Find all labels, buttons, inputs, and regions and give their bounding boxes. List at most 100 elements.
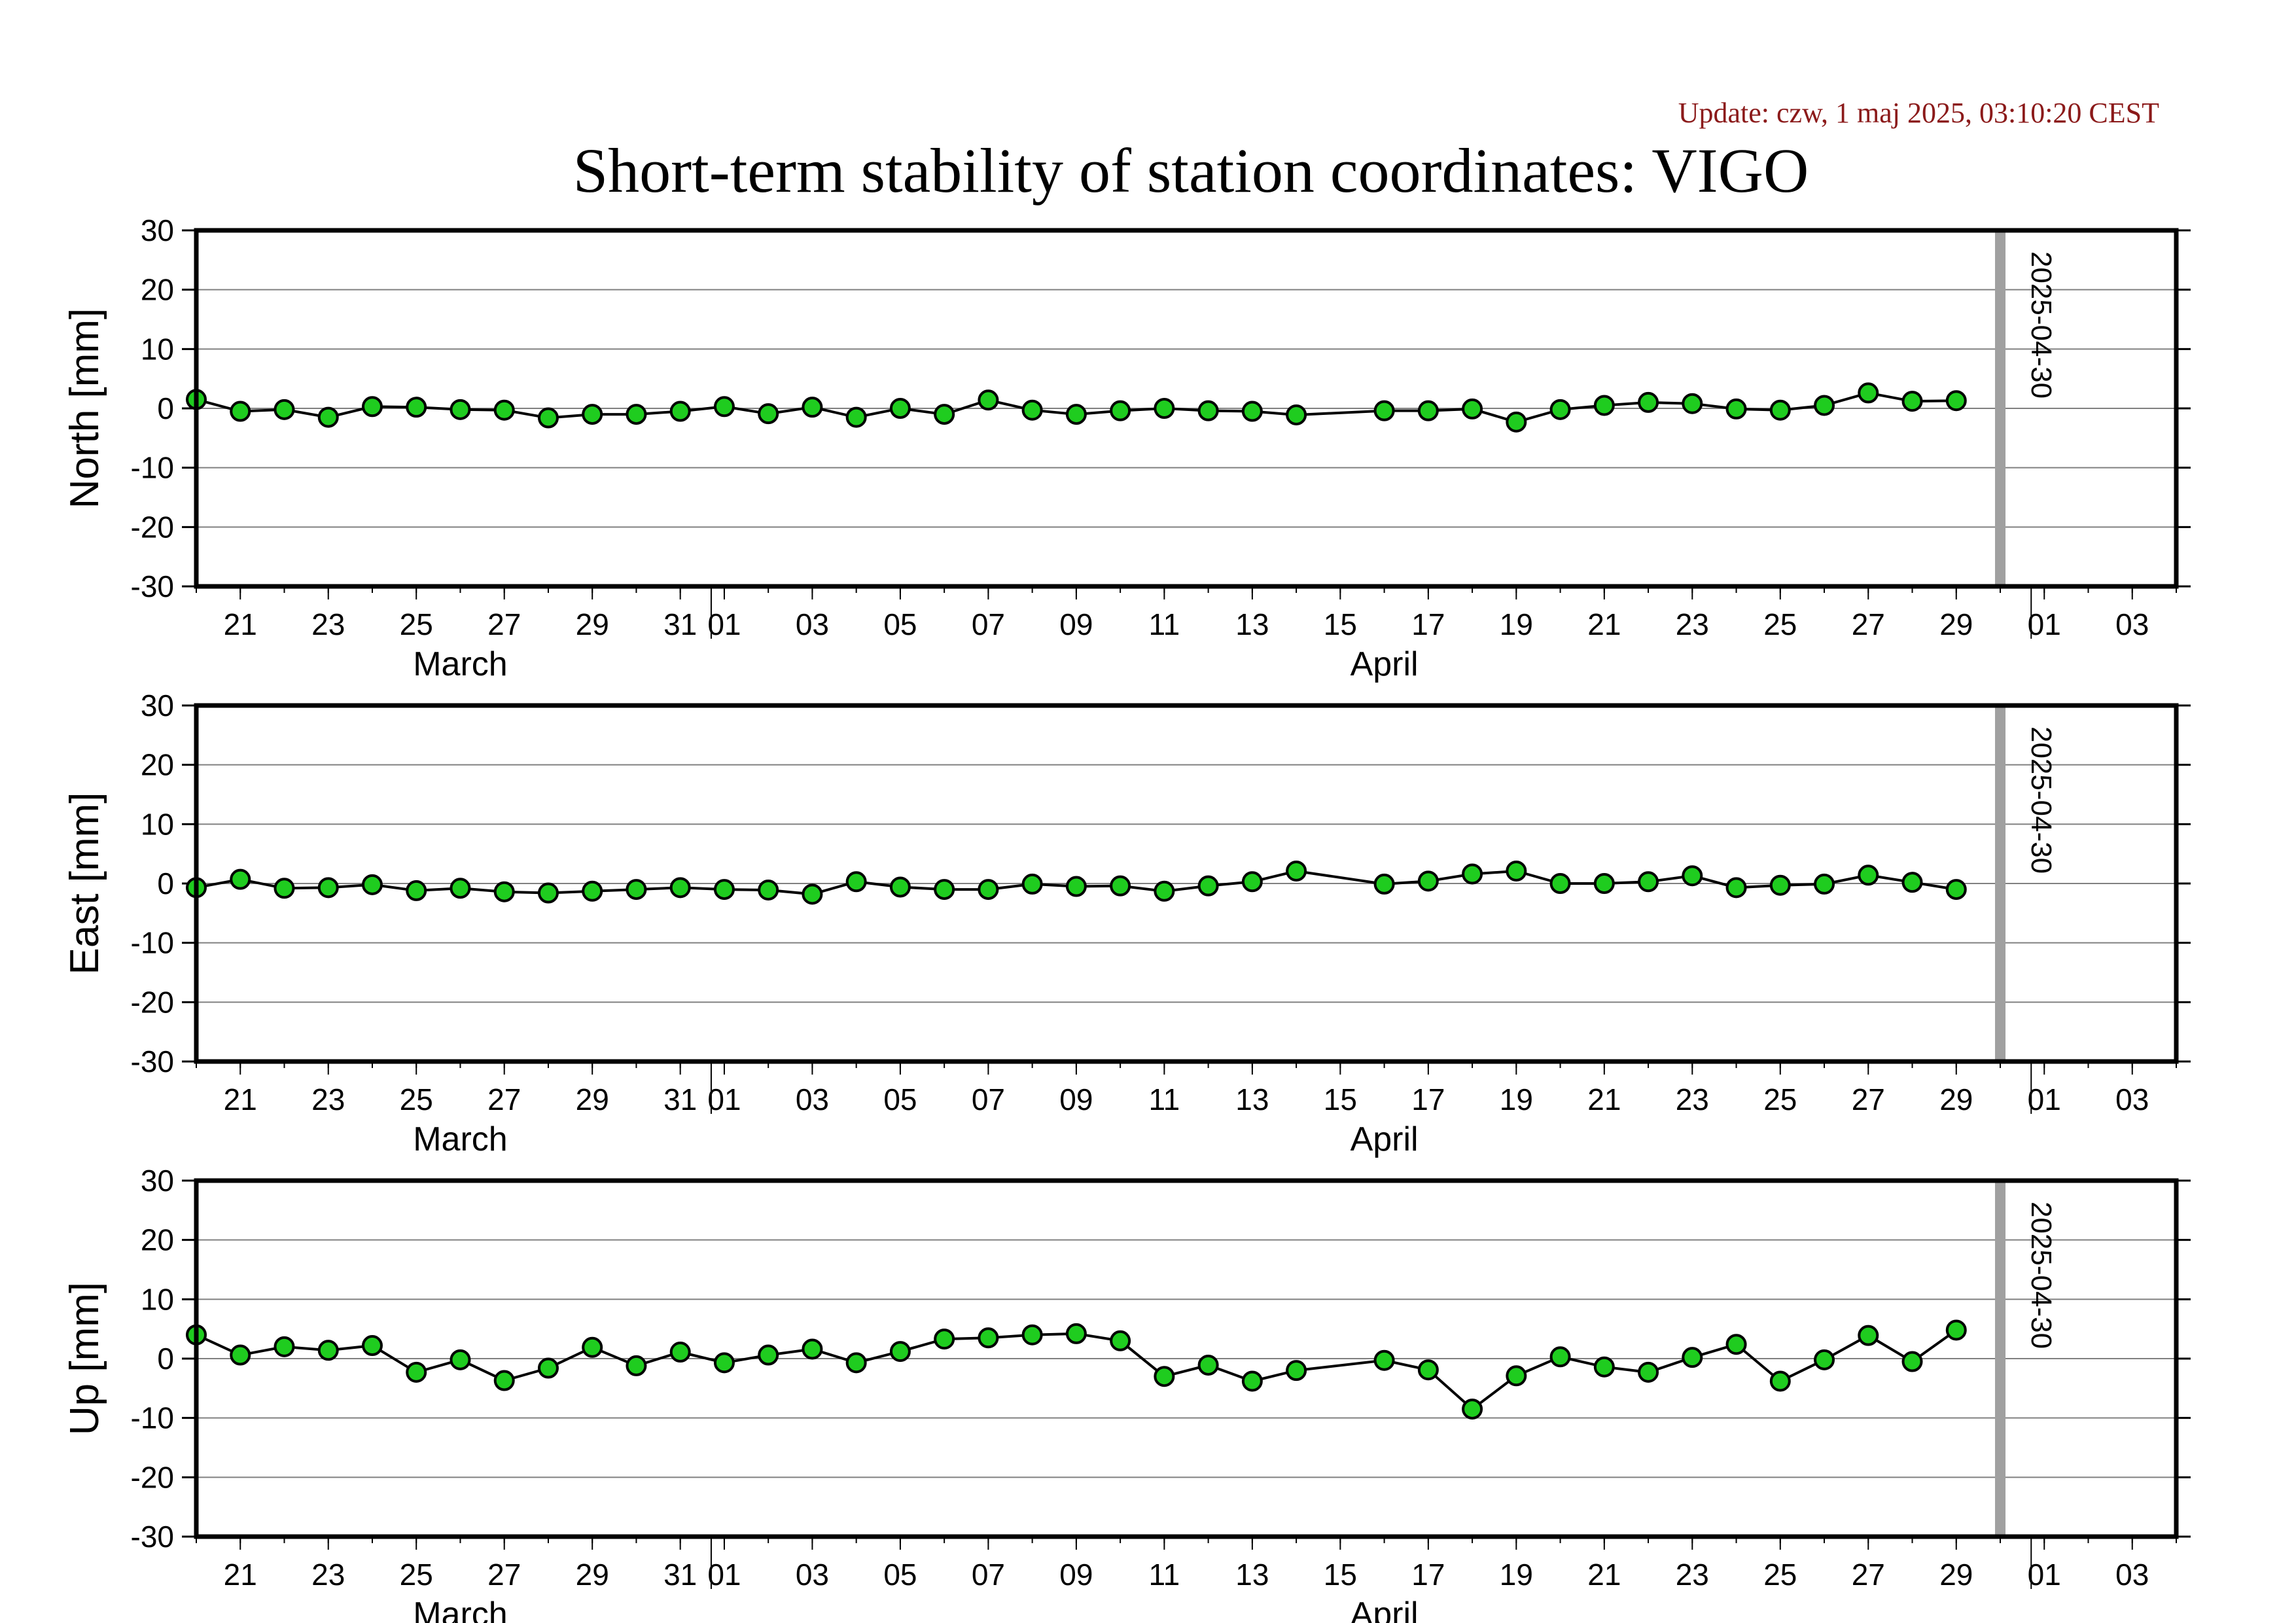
x-tick-label: 13: [1235, 607, 1269, 641]
y-tick-label: -10: [131, 926, 174, 960]
data-point: [274, 399, 295, 420]
y-tick-label: -20: [131, 510, 174, 544]
data-point: [758, 1344, 779, 1366]
data-point: [1417, 870, 1439, 892]
data-point: [1110, 875, 1131, 897]
x-tick-label: 19: [1500, 607, 1533, 641]
data-point: [537, 407, 559, 429]
data-point: [626, 404, 647, 425]
data-point: [1506, 1365, 1527, 1387]
data-point: [450, 399, 471, 420]
x-tick-label: 01: [707, 1082, 741, 1116]
data-point: [1241, 871, 1263, 893]
y-axis-label: North [mm]: [62, 308, 107, 509]
x-tick-label: 27: [487, 1082, 521, 1116]
data-point: [1549, 873, 1571, 894]
data-point: [1065, 876, 1087, 897]
chart-title: Short-term stability of station coordina…: [573, 135, 1809, 205]
plot-frame: [194, 703, 2179, 1064]
data-point: [713, 879, 735, 901]
month-label: April: [1351, 645, 1419, 683]
x-tick-label: 01: [2028, 607, 2061, 641]
data-point: [230, 401, 251, 422]
data-point: [1549, 1346, 1571, 1368]
data-point: [1725, 1334, 1747, 1355]
data-point: [845, 871, 867, 893]
data-point: [582, 1336, 603, 1358]
x-tick-label: 23: [311, 1558, 345, 1592]
x-tick-label: 27: [1852, 607, 1885, 641]
x-tick-label: 05: [883, 607, 917, 641]
month-label: March: [413, 645, 507, 683]
x-tick-label: 31: [663, 607, 697, 641]
data-point: [713, 396, 735, 418]
data-point: [934, 404, 955, 425]
x-tick-label: 25: [1763, 607, 1797, 641]
x-tick-label: 11: [1148, 607, 1180, 641]
data-point: [1901, 872, 1923, 893]
x-tick-label: 23: [311, 607, 345, 641]
x-tick-label: 03: [2115, 1558, 2149, 1592]
data-point: [1286, 860, 1307, 882]
x-tick-label: 29: [1939, 1558, 1973, 1592]
x-tick-label: 03: [796, 1558, 829, 1592]
data-point: [1593, 1356, 1615, 1378]
data-point: [1769, 1370, 1791, 1392]
data-point: [1682, 393, 1703, 414]
x-tick-label: 03: [796, 607, 829, 641]
x-tick-label: 01: [2028, 1558, 2061, 1592]
data-point: [1858, 382, 1879, 404]
month-label: April: [1351, 1596, 1419, 1623]
data-point: [582, 880, 603, 902]
x-tick-label: 11: [1148, 1082, 1180, 1116]
data-point: [1549, 399, 1571, 420]
data-point: [1814, 1349, 1835, 1370]
data-point: [537, 1357, 559, 1379]
data-point: [889, 1341, 911, 1363]
y-axis-label: East [mm]: [62, 792, 107, 974]
data-point: [1373, 873, 1395, 895]
data-point: [1638, 391, 1659, 413]
data-point: [493, 1370, 515, 1391]
y-tick-label: -30: [131, 569, 174, 603]
y-tick-label: -20: [131, 985, 174, 1019]
data-point: [450, 1349, 471, 1370]
x-tick-label: 21: [1587, 1082, 1621, 1116]
data-point: [230, 1344, 251, 1366]
data-point: [802, 397, 823, 418]
data-point: [1682, 865, 1703, 887]
y-tick-label: -10: [131, 451, 174, 485]
x-tick-label: 23: [1676, 1082, 1709, 1116]
data-point: [493, 399, 515, 421]
x-tick-label: 09: [1059, 607, 1093, 641]
data-point: [274, 878, 295, 899]
data-point: [1197, 400, 1219, 421]
data-point: [1241, 1370, 1263, 1392]
series-line: [196, 1329, 1957, 1411]
x-tick-label: 21: [1587, 607, 1621, 641]
y-tick-label: 0: [157, 391, 174, 425]
data-point: [669, 877, 691, 899]
data-point: [1417, 1359, 1439, 1381]
data-point: [1021, 873, 1043, 895]
data-point: [889, 398, 911, 419]
x-tick-label: 19: [1500, 1558, 1533, 1592]
series-line: [196, 869, 1957, 896]
x-tick-label: 29: [576, 607, 609, 641]
x-tick-label: 13: [1235, 1558, 1269, 1592]
data-point: [1021, 399, 1043, 421]
data-point: [1462, 398, 1483, 419]
x-tick-label: 03: [2115, 607, 2149, 641]
data-point: [669, 401, 691, 422]
data-point: [582, 404, 603, 425]
data-point: [1638, 1361, 1659, 1383]
data-point: [317, 1340, 339, 1361]
data-point: [493, 881, 515, 902]
x-tick-label: 01: [707, 607, 741, 641]
data-point: [537, 882, 559, 904]
data-point: [1725, 398, 1747, 419]
data-point: [1241, 401, 1263, 422]
x-tick-label: 05: [883, 1082, 917, 1116]
data-point: [934, 1329, 955, 1350]
data-point: [1769, 874, 1791, 896]
